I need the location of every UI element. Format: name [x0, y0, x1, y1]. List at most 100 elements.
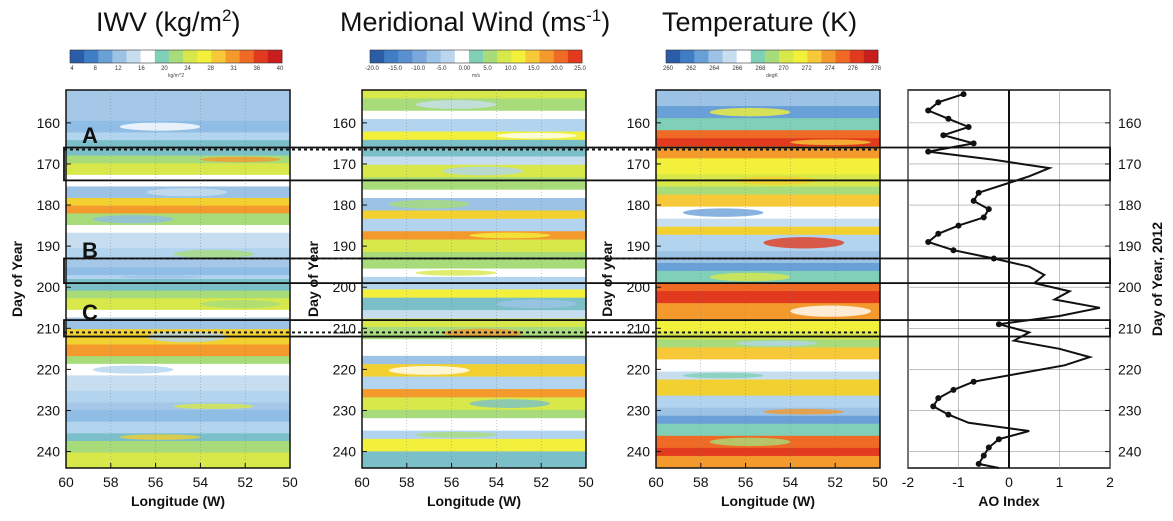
y-tick-label: 240 — [37, 444, 61, 460]
colorbar-tick-label: 260 — [663, 66, 674, 72]
colorbar-swatch — [197, 50, 212, 63]
y-tick-label: 160 — [333, 115, 357, 131]
heatmap-cell — [763, 408, 845, 415]
colorbar-swatch — [239, 50, 255, 63]
heatmap-band — [362, 218, 586, 232]
y-tick-label: 170 — [333, 156, 357, 172]
heatmap-band — [66, 132, 290, 141]
colorbar-swatch — [525, 50, 540, 63]
y-tick-label: 180 — [37, 197, 61, 213]
heatmap-band — [362, 189, 586, 199]
plot-frame — [361, 89, 587, 469]
colorbar-tick-label: 16 — [138, 66, 145, 72]
colorbar-tick-label: 270 — [779, 66, 790, 72]
heatmap-cell — [469, 399, 551, 408]
colorbar-swatch — [553, 50, 569, 63]
colorbar-swatch — [793, 50, 808, 63]
colorbar-swatch — [267, 50, 283, 63]
ao-point — [995, 321, 1002, 328]
ao-point — [935, 99, 942, 106]
heatmap-band — [66, 90, 290, 122]
colorbar-swatch — [168, 50, 184, 63]
y-tick-label: 200 — [37, 279, 61, 295]
heatmap-cell — [682, 208, 764, 217]
heatmap-cell — [119, 122, 201, 131]
y-tick-label: 170 — [627, 156, 651, 172]
colorbar-swatch — [398, 50, 413, 63]
colorbar-swatch — [694, 50, 709, 63]
ao-y-tick-label: 200 — [1118, 279, 1142, 295]
heatmap-band — [656, 90, 880, 107]
colorbar-swatch — [483, 50, 498, 63]
heatmap-band — [66, 198, 290, 207]
colorbar-swatch — [567, 50, 583, 63]
ao-point — [975, 460, 982, 467]
heatmap-band — [362, 310, 586, 319]
heatmap-band — [66, 344, 290, 357]
colorbar-tick-label: 28 — [207, 66, 214, 72]
colorbar-tick-label: 12 — [115, 66, 122, 72]
colorbar-swatch — [835, 50, 851, 63]
event-label: B — [82, 238, 98, 263]
colorbar-swatch — [680, 50, 695, 63]
heatmap-cell — [92, 365, 174, 374]
heatmap-band — [362, 389, 586, 398]
event-label: C — [82, 300, 98, 325]
heatmap-band — [362, 90, 586, 99]
ao-y-tick-label: 240 — [1118, 444, 1142, 460]
heatmap-cell — [682, 372, 764, 379]
heatmap-band — [656, 371, 880, 381]
colorbar-swatch — [539, 50, 555, 63]
colorbar-swatch — [750, 50, 766, 63]
colorbar-swatch — [412, 50, 427, 63]
x-tick-label: 52 — [827, 474, 843, 490]
ao-y-tick-label: 210 — [1118, 320, 1142, 336]
heatmap-cell — [469, 232, 551, 239]
ao-point — [940, 132, 947, 139]
ao-y-tick-label: 180 — [1118, 197, 1142, 213]
ao-point — [970, 378, 977, 385]
heatmap-band — [362, 289, 586, 299]
colorbar-frame — [69, 49, 283, 64]
colorbar-tick-label: 8 — [93, 66, 97, 72]
x-tick-label: 50 — [872, 474, 888, 490]
ao-point — [980, 452, 987, 459]
panel-title: Meridional Wind (ms-1) — [340, 6, 610, 37]
colorbar: 4 8 12 16 20 24 28 31 36 40 kg/m^2 — [69, 49, 284, 79]
colorbar-swatch — [183, 50, 198, 63]
x-tick-label: 54 — [193, 474, 209, 490]
ao-point — [935, 230, 942, 237]
y-tick-label: 220 — [37, 361, 61, 377]
y-axis-label: Day of year — [599, 241, 615, 317]
ao-point — [975, 189, 982, 196]
heatmap-cell — [146, 188, 228, 197]
ao-point — [985, 206, 992, 213]
y-axis-label: Day of Year — [9, 240, 25, 317]
heatmap-cell — [496, 299, 578, 309]
event-label: A — [82, 123, 98, 148]
ao-y-tick-label: 230 — [1118, 402, 1142, 418]
colorbar-swatch — [140, 50, 156, 63]
heatmap-band — [362, 177, 586, 191]
x-tick-label: 50 — [578, 474, 594, 490]
x-tick-label: 52 — [533, 474, 549, 490]
ao-x-tick-label: 2 — [1106, 474, 1114, 490]
x-axis-label: Longitude (W) — [427, 493, 521, 509]
y-tick-label: 220 — [333, 361, 357, 377]
y-tick-label: 230 — [37, 402, 61, 418]
heatmap-band — [656, 130, 880, 139]
x-tick-label: 54 — [783, 474, 799, 490]
ao-point — [935, 395, 942, 402]
heatmap-band — [362, 119, 586, 133]
colorbar-tick-label: 4 — [70, 66, 74, 72]
heatmap-band — [656, 262, 880, 272]
heatmap-cell — [442, 166, 524, 176]
heatmap-band — [656, 415, 880, 425]
panel-3: Temperature (K)260 262 264 266 268 270 272 274 2… — [599, 7, 888, 509]
x-tick-label: 58 — [399, 474, 415, 490]
x-axis-label: Longitude (W) — [721, 493, 815, 509]
ao-point — [980, 214, 987, 221]
heatmap-band — [656, 455, 880, 469]
ao-point — [965, 123, 972, 130]
heatmap-band — [362, 252, 586, 270]
